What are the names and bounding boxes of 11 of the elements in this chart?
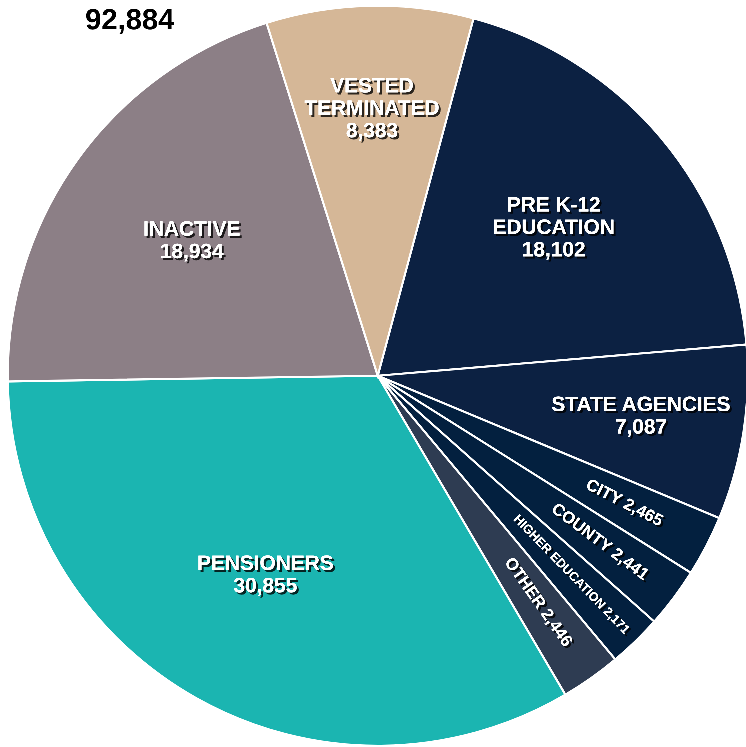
data-label: 7,087	[616, 419, 668, 440]
slice-label: PENSIONERS	[198, 556, 336, 572]
data-label: 18,102	[523, 242, 588, 262]
slice-label: PRE K-12 EDUCATION	[494, 197, 616, 236]
slice-label: VESTED TERMINATED	[304, 78, 441, 118]
data-label: 18,934	[161, 244, 226, 264]
chart-title: 92,884	[86, 9, 174, 34]
slice-label: INACTIVE	[144, 221, 242, 238]
data-label: 8,383	[346, 122, 400, 143]
slice-label: STATE AGENCIES	[552, 396, 732, 414]
data-label: 30,855	[234, 578, 299, 598]
